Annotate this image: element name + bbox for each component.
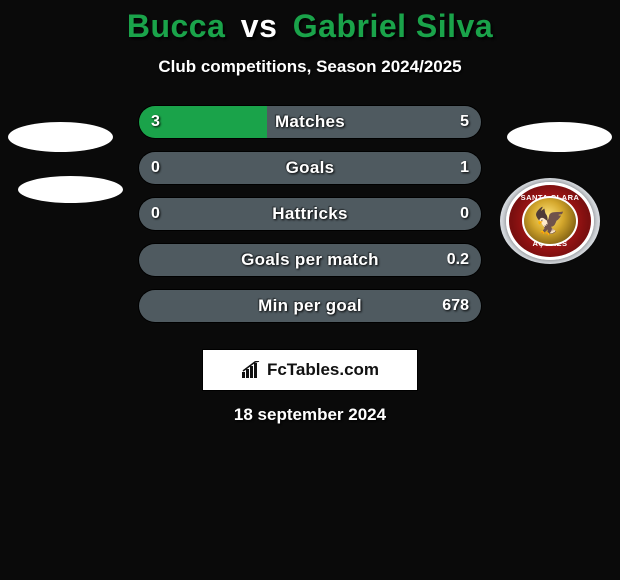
stat-bar: 00Hattricks — [138, 197, 482, 231]
stat-bar: 678Min per goal — [138, 289, 482, 323]
date-label: 18 september 2024 — [0, 405, 620, 425]
title: Bucca vs Gabriel Silva — [0, 0, 620, 45]
stat-label: Matches — [139, 112, 481, 132]
stats-list: 35Matches 01Goals 00Hattricks 0.2Goals per … — [0, 105, 620, 335]
stat-row: 0.2Goals per match — [0, 243, 620, 289]
stat-bar: 0.2Goals per match — [138, 243, 482, 277]
footer-attribution: FcTables.com — [202, 349, 418, 391]
stat-label: Hattricks — [139, 204, 481, 224]
chart-icon — [241, 361, 263, 379]
comparison-panel: Bucca vs Gabriel Silva Club competitions… — [0, 0, 620, 425]
stat-row: 01Goals — [0, 151, 620, 197]
vs-label: vs — [241, 8, 278, 44]
stat-label: Goals — [139, 158, 481, 178]
subtitle: Club competitions, Season 2024/2025 — [0, 57, 620, 77]
stat-bar: 01Goals — [138, 151, 482, 185]
stat-bar: 35Matches — [138, 105, 482, 139]
player1-name: Bucca — [127, 8, 226, 44]
player2-name: Gabriel Silva — [293, 8, 493, 44]
stat-row: 678Min per goal — [0, 289, 620, 335]
stat-label: Min per goal — [139, 296, 481, 316]
stat-row: 00Hattricks — [0, 197, 620, 243]
stat-label: Goals per match — [139, 250, 481, 270]
stat-row: 35Matches — [0, 105, 620, 151]
footer-brand-text: FcTables.com — [267, 360, 379, 380]
